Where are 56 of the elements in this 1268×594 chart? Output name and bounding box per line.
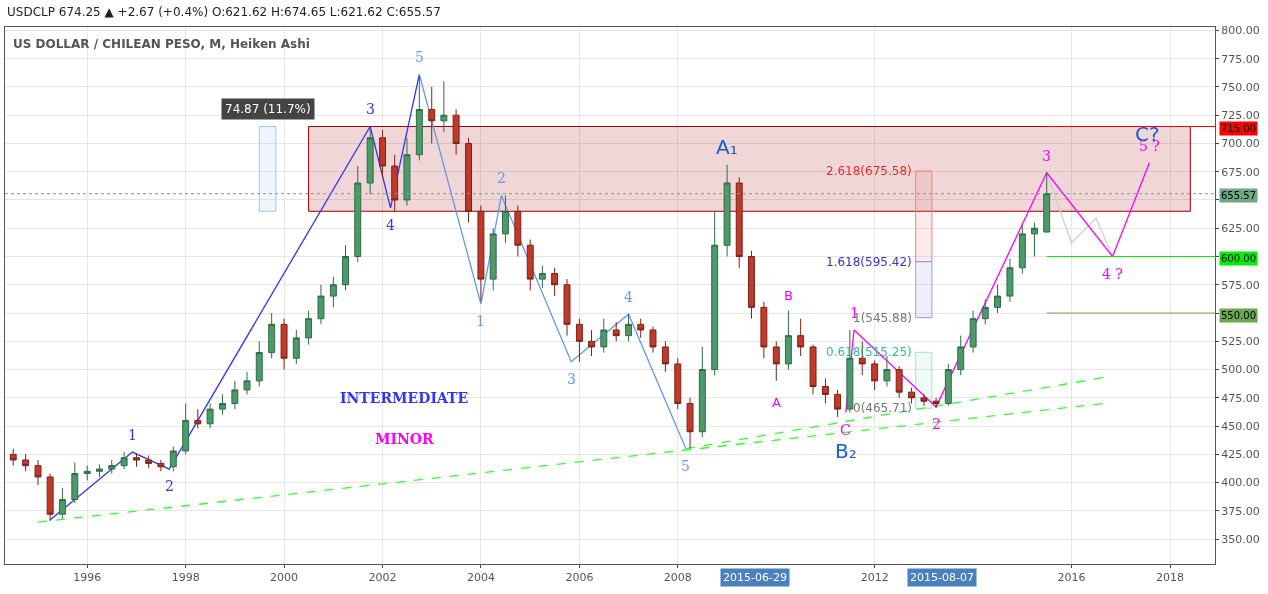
annotation: 0(465.71)	[853, 401, 912, 415]
ref-line-label: 600.00	[1221, 253, 1256, 264]
y-tick-label: 425.00	[1221, 448, 1260, 462]
annotation: 5	[681, 458, 690, 474]
annotation: 3	[366, 101, 375, 117]
y-tick-label: 750.00	[1221, 80, 1260, 94]
x-tick-label: 2016	[1057, 571, 1086, 585]
annotation: 1	[128, 427, 137, 443]
annotation: 2	[497, 170, 506, 186]
annotation: 4	[386, 217, 395, 233]
y-tick-label: 725.00	[1221, 109, 1260, 123]
annotation: 2.618(675.58)	[826, 164, 912, 178]
text: US DOLLAR / CHILEAN PESO, M, Heiken Ashi	[13, 37, 310, 51]
x-tick-label: 2000	[270, 571, 299, 585]
annotation: 1.618(595.42)	[826, 255, 912, 269]
x-tick-label: 2002	[368, 571, 397, 585]
annotation: 74.87 (11.7%)	[225, 102, 311, 116]
annotation: 5	[415, 49, 424, 65]
text: 2015-06-29	[723, 571, 787, 584]
y-tick-label: 450.00	[1221, 419, 1260, 433]
x-tick-label: 2018	[1156, 571, 1184, 585]
x-tick-label: 2006	[565, 571, 594, 585]
annotation: 4 ?	[1102, 266, 1123, 282]
annotation: 1	[476, 313, 485, 329]
y-tick-label: 350.00	[1221, 532, 1260, 546]
x-tick-label: 2008	[663, 571, 692, 585]
ref-line-label: 655.57	[1221, 190, 1256, 201]
y-tick-label: 375.00	[1221, 504, 1260, 518]
x-tick-label: 2004	[466, 571, 495, 585]
annotation: B₂	[835, 439, 857, 463]
y-tick-label: 500.00	[1221, 363, 1260, 377]
y-tick-label: 675.00	[1221, 165, 1260, 179]
y-tick-label: 475.00	[1221, 391, 1260, 405]
annotation: 4	[624, 289, 633, 305]
y-tick-label: 625.00	[1221, 222, 1260, 236]
annotation: A	[772, 395, 781, 410]
ref-line-label: 550.00	[1221, 310, 1256, 321]
y-tick-label: 700.00	[1221, 137, 1260, 151]
annotation: B	[784, 288, 793, 303]
text: 2015-08-07	[910, 571, 974, 584]
x-tick-label: 1996	[73, 571, 102, 585]
ref-line-label: 715.00	[1221, 123, 1256, 134]
chart-subtitle: USDCLP 674.25 ▲ +2.67 (+0.4%) O:621.62 H:674.65 L:621.62 C:655.57	[7, 5, 441, 19]
annotation: 3	[1042, 148, 1051, 164]
y-tick-label: 800.00	[1221, 24, 1260, 38]
annotation: A₁	[716, 135, 738, 159]
annotation: 2	[165, 478, 174, 494]
y-tick-label: 575.00	[1221, 278, 1260, 292]
y-tick-label: 525.00	[1221, 335, 1260, 349]
annotation: 3	[567, 371, 576, 387]
y-tick-label: 775.00	[1221, 52, 1260, 66]
y-tick-label: 400.00	[1221, 476, 1260, 490]
text: INTERMEDIATE	[340, 390, 469, 406]
x-tick-label: 2012	[860, 571, 889, 585]
text: MINOR	[375, 431, 435, 447]
x-tick-label: 1998	[171, 571, 200, 585]
